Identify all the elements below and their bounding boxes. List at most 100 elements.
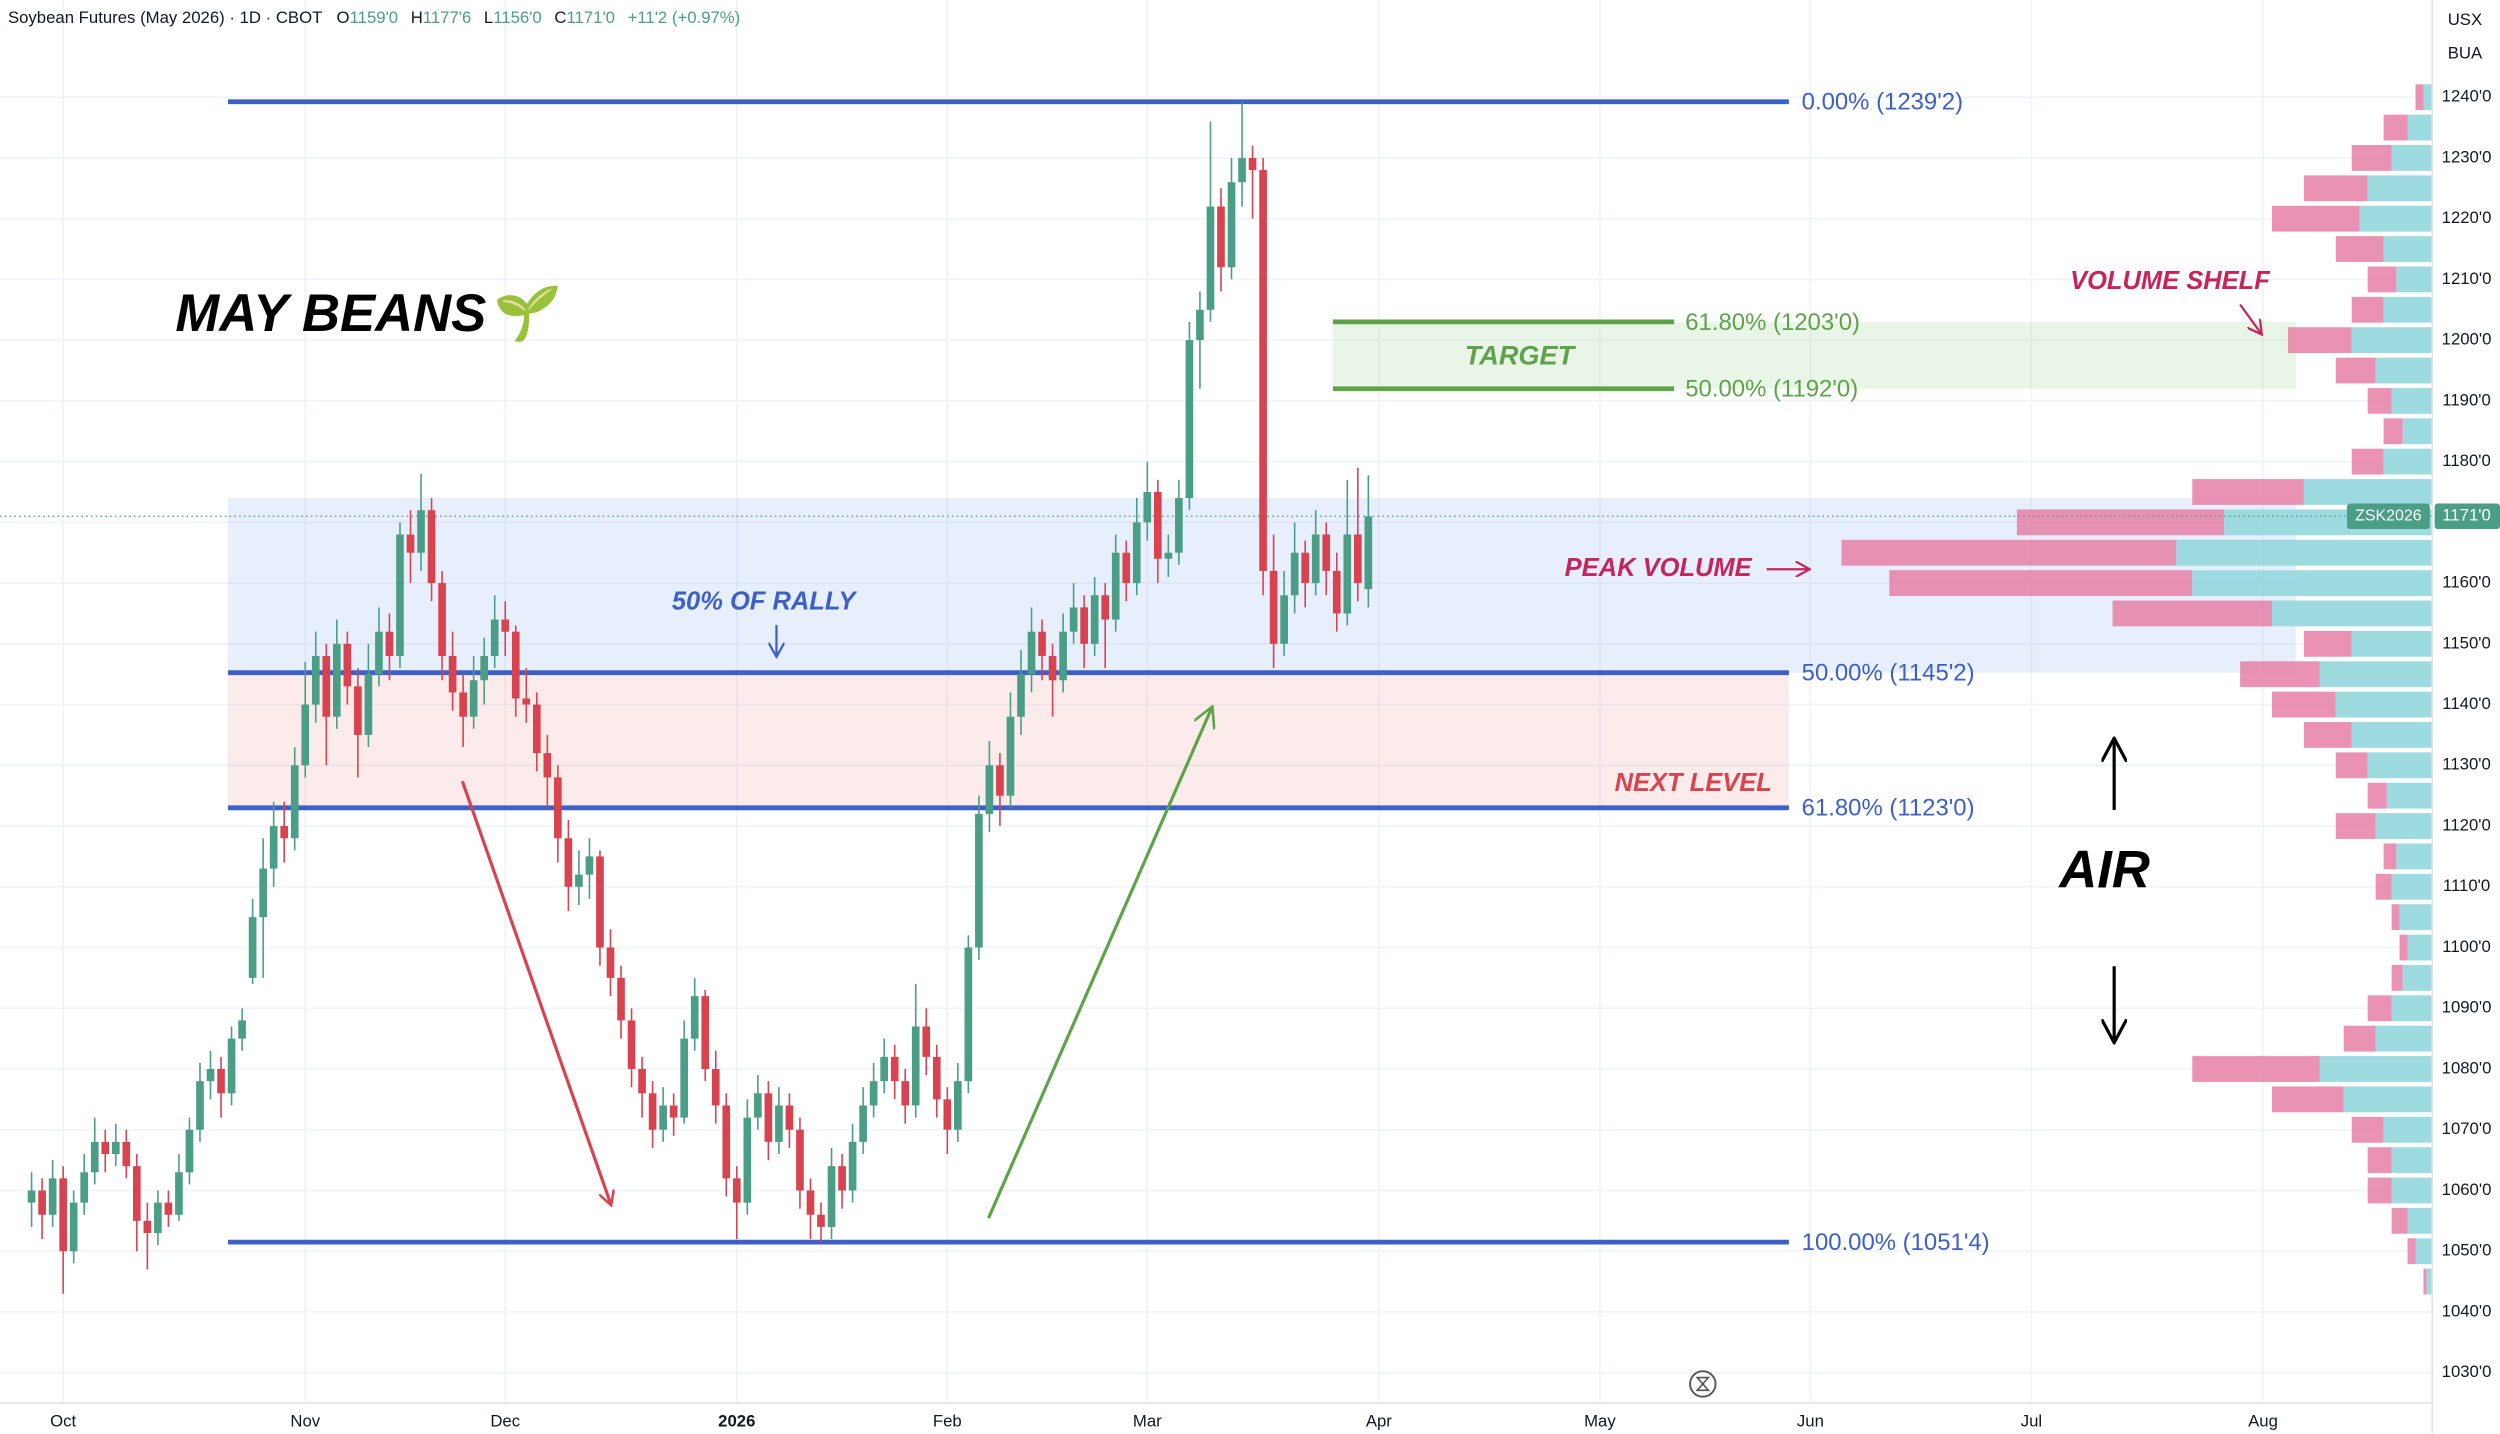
- profile-sell: [2423, 1268, 2427, 1295]
- volume-profile: [1841, 84, 2432, 1295]
- profile-sell: [2272, 1086, 2344, 1113]
- candle-body: [101, 1141, 110, 1155]
- candle-body: [754, 1093, 762, 1118]
- candle-body: [627, 1020, 636, 1070]
- profile-sell: [2272, 691, 2336, 718]
- candle-body: [585, 856, 594, 875]
- candle-body: [1248, 157, 1257, 171]
- profile-sell: [2351, 145, 2392, 171]
- annotation: PEAK VOLUME: [1565, 554, 1753, 582]
- profile-buy: [2396, 266, 2432, 293]
- candle-body: [1059, 631, 1067, 681]
- candle-body: [196, 1081, 204, 1130]
- y-tick-label: 1230'0: [2442, 147, 2492, 166]
- candle-body: [838, 1166, 846, 1191]
- level-label: 50.00% (1192'0): [1685, 376, 1858, 403]
- candle-body: [396, 534, 404, 656]
- ohlc-key: O: [337, 9, 350, 28]
- profile-sell: [2367, 387, 2392, 414]
- candle-body: [280, 826, 289, 839]
- ohlc-key: C: [554, 9, 566, 28]
- y-tick-label: 1110'0: [2443, 876, 2490, 895]
- x-tick-label: Apr: [1366, 1412, 1392, 1431]
- candle-body: [227, 1038, 236, 1094]
- profile-buy: [2351, 722, 2432, 748]
- profile-buy: [2383, 296, 2432, 323]
- candle-body: [48, 1178, 57, 1215]
- candle-body: [596, 856, 604, 948]
- candle-body: [985, 765, 994, 814]
- profile-sell: [2367, 1147, 2392, 1174]
- ohlc-value: 1177'6: [423, 9, 472, 28]
- candle-body: [1143, 491, 1152, 523]
- candle-body: [80, 1172, 89, 1203]
- profile-buy: [2402, 964, 2432, 991]
- profile-buy: [2396, 843, 2432, 870]
- candle-body: [1322, 534, 1331, 571]
- candle-body: [480, 655, 489, 681]
- candle-body: [543, 753, 552, 778]
- candle-body: [669, 1105, 678, 1118]
- candle-body: [90, 1141, 99, 1173]
- profile-buy: [2426, 1268, 2432, 1295]
- x-tick-label: Oct: [50, 1412, 76, 1431]
- candle-body: [1353, 534, 1362, 584]
- profile-buy: [2386, 782, 2432, 809]
- profile-sell: [2303, 630, 2352, 657]
- y-tick-label: 1140'0: [2442, 694, 2491, 713]
- candle-body: [1311, 534, 1320, 584]
- y-tick-label: 1130'0: [2442, 755, 2491, 774]
- candle-body: [438, 583, 446, 656]
- profile-sell: [2192, 1056, 2320, 1082]
- candle-body: [311, 655, 320, 705]
- annotation: AIR: [2057, 841, 2150, 900]
- y-tick-label: 1040'0: [2442, 1301, 2492, 1320]
- currency[interactable]: USX: [2448, 10, 2482, 29]
- candle-body: [659, 1105, 667, 1130]
- profile-sell: [2391, 964, 2403, 991]
- candle-body: [259, 868, 267, 918]
- profile-buy: [2176, 539, 2432, 566]
- candle-body: [954, 1081, 962, 1130]
- replay-icon[interactable]: [1689, 1370, 1717, 1398]
- candle-body: [1217, 206, 1225, 268]
- candle-body: [248, 917, 257, 978]
- profile-sell: [2367, 266, 2397, 293]
- annotation: TARGET: [1465, 339, 1577, 370]
- annotations: MAY BEANS🌱 TARGET VOLUME SHELF PEAK VOLUME 5…: [175, 267, 2271, 900]
- profile-sell: [2351, 296, 2384, 323]
- profile-sell: [2351, 1116, 2384, 1143]
- candle-body: [617, 977, 625, 1021]
- candle-body: [406, 534, 415, 553]
- candle-body: [448, 655, 457, 693]
- symbol-label: ZSK2026: [2355, 507, 2422, 524]
- candle-body: [722, 1105, 731, 1179]
- x-tick-label: Feb: [933, 1412, 962, 1431]
- candle-body: [290, 765, 299, 839]
- profile-sell: [2351, 448, 2384, 475]
- profile-sell: [2367, 995, 2392, 1022]
- header: Soybean Futures (May 2026) · 1D · CBOT O…: [8, 9, 740, 28]
- ohlc-value: 1159'0: [350, 9, 399, 28]
- profile-sell: [2303, 175, 2368, 202]
- candle-body: [122, 1141, 131, 1167]
- profile-sell: [2335, 357, 2376, 384]
- replay-glyph: [1695, 1376, 1711, 1392]
- account[interactable]: BUA: [2448, 44, 2483, 63]
- y-tick-label: 1080'0: [2442, 1058, 2492, 1077]
- profile-buy: [2383, 236, 2432, 262]
- y-tick-label: 1090'0: [2442, 998, 2492, 1017]
- candle-body: [1101, 595, 1110, 620]
- candle-body: [690, 996, 699, 1039]
- candle-body: [1090, 595, 1099, 644]
- candle-body: [164, 1202, 173, 1215]
- candle-body: [459, 692, 467, 717]
- y-tick-label: 1220'0: [2442, 208, 2492, 227]
- profile-sell: [2335, 813, 2376, 839]
- candle-body: [1006, 716, 1015, 796]
- profile-sell: [2367, 1177, 2392, 1204]
- candle-body: [732, 1178, 741, 1203]
- y-tick-label: 1050'0: [2442, 1241, 2492, 1260]
- profile-buy: [2391, 873, 2432, 900]
- candle-body: [943, 1099, 952, 1130]
